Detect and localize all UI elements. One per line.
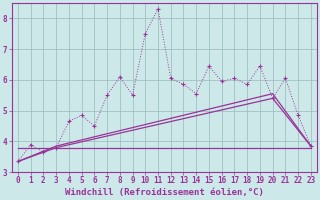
X-axis label: Windchill (Refroidissement éolien,°C): Windchill (Refroidissement éolien,°C) — [65, 188, 264, 197]
